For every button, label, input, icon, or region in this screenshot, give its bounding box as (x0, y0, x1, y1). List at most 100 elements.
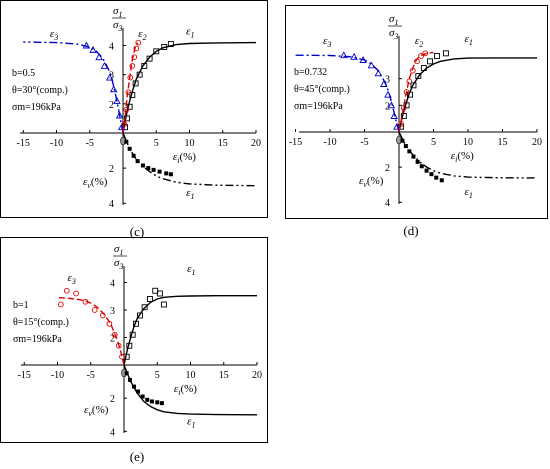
x-tick-label: 20 (251, 138, 261, 149)
data-point-triangle (100, 61, 109, 69)
data-point-square (153, 48, 160, 55)
data-point-filled-square (434, 175, 439, 180)
data-point-circle (91, 307, 98, 313)
data-point-square (161, 44, 168, 50)
data-point-square (136, 71, 143, 78)
data-point-circle (127, 74, 134, 81)
y-tick-label: 2 (385, 163, 390, 174)
annotation-line: b=0.732 (294, 67, 327, 78)
data-point-filled-square (407, 149, 412, 154)
data-point-circle (111, 331, 118, 338)
series-curve (122, 42, 139, 134)
data-point-filled-square (124, 371, 129, 376)
data-point-square (427, 58, 434, 65)
chart-panel-c: -15 -10 -5 5 10 15 20 2 3 4 2 4 σ1 σ3 εi(%) εv(%) b=0.5 θ… (0, 0, 268, 218)
y-tick-label: 3 (110, 306, 115, 317)
data-point-filled-square (131, 384, 136, 389)
data-point-triangle (113, 96, 121, 104)
data-point-square (156, 290, 163, 297)
data-point-circle (82, 298, 89, 305)
data-point-filled-square (149, 399, 154, 404)
volumetric-axis-label: εv(%) (83, 176, 108, 190)
data-point-triangle (89, 45, 97, 53)
x-tick-label: 5 (431, 137, 436, 148)
series-curve (122, 41, 257, 134)
annotation-line: σm=196kPa (13, 334, 62, 345)
data-point-triangle (117, 123, 126, 131)
data-point-circle (398, 121, 404, 127)
y-tick-label: 3 (109, 71, 114, 82)
data-point-triangle (374, 69, 383, 77)
data-point-triangle (95, 53, 103, 61)
data-point-circle (115, 342, 122, 349)
annotation-line: θ=15°(comp.) (13, 317, 69, 328)
data-point-circle (121, 121, 128, 128)
data-point-square (133, 320, 139, 327)
data-point-filled-square (415, 159, 420, 164)
data-point-filled-square (168, 172, 173, 177)
series-curve (123, 364, 258, 416)
x-tick-label: 10 (186, 370, 196, 381)
data-point-triangle (387, 101, 396, 109)
annotation-line: b=1 (13, 300, 29, 311)
data-point-square (126, 342, 133, 349)
series-curve (398, 57, 537, 133)
data-point-circle (422, 50, 429, 57)
y-axis-label-top: σ1 (113, 5, 122, 19)
data-point-circle (409, 67, 416, 74)
data-point-filled-square (131, 153, 136, 158)
data-point-square (433, 53, 440, 59)
data-point-filled-square (124, 139, 129, 144)
data-point-circle (125, 89, 132, 96)
data-point-circle (119, 353, 125, 360)
data-point-square (137, 312, 143, 319)
curve-label-eps2: ε2 (138, 28, 146, 42)
chart-panel-e: -15 -10 -5 5 10 15 20 2 3 4 2 4 σ1 σ3 εi(%) εv(%) b=1 θ=1… (0, 237, 268, 443)
data-point-circle (57, 301, 64, 308)
data-point-filled-square (140, 394, 145, 399)
data-point-square (129, 92, 136, 99)
x-tick-label: 20 (532, 137, 542, 148)
curve-label-eps1: ε1 (187, 263, 195, 277)
data-point-square (129, 331, 136, 338)
data-point-triangle (390, 112, 398, 119)
x-axis-label: εi(%) (173, 151, 196, 165)
data-point-triangle (393, 122, 401, 130)
x-axis-label: εi(%) (451, 150, 474, 164)
data-point-triangle (109, 85, 118, 93)
data-point-filled-square (146, 166, 151, 171)
data-point-square (132, 80, 139, 87)
x-tick-label: 10 (463, 137, 473, 148)
data-point-square (126, 103, 133, 110)
data-point-filled-square (135, 159, 140, 164)
series-curve (57, 296, 125, 366)
data-point-circle (129, 63, 136, 69)
x-tick-label: -10 (323, 137, 336, 148)
curve-label-volumetric-eps1: ε1 (187, 416, 195, 430)
data-point-triangle (340, 51, 348, 59)
data-point-filled-square (155, 400, 160, 405)
data-point-filled-square (127, 377, 132, 382)
curve-label-volumetric-eps1: ε1 (465, 186, 473, 200)
x-tick-label: -5 (87, 370, 95, 381)
y-axis-label-bottom: σ3 (113, 19, 122, 33)
curve-label-eps3: ε3 (67, 272, 75, 286)
caption-d: (d) (403, 223, 419, 238)
data-point-filled-square (411, 154, 416, 159)
x-tick-label: -5 (86, 138, 94, 149)
x-tick-label: -5 (360, 137, 368, 148)
curve-label-volumetric-eps1: ε1 (186, 187, 194, 201)
x-tick-label: -15 (17, 138, 30, 149)
data-point-circle (73, 290, 79, 297)
data-point-filled-square (439, 178, 444, 183)
y-tick-label: 3 (385, 75, 390, 86)
y-tick-label: 2 (110, 394, 115, 405)
data-point-filled-square (159, 401, 164, 406)
y-tick-label: 2 (109, 164, 114, 175)
y-tick-label: 4 (109, 199, 114, 210)
data-point-filled-square (164, 171, 169, 176)
data-point-triangle (380, 80, 388, 87)
data-point-square (141, 62, 148, 69)
data-point-filled-square (145, 397, 150, 402)
x-axis-label: εi(%) (174, 383, 197, 397)
